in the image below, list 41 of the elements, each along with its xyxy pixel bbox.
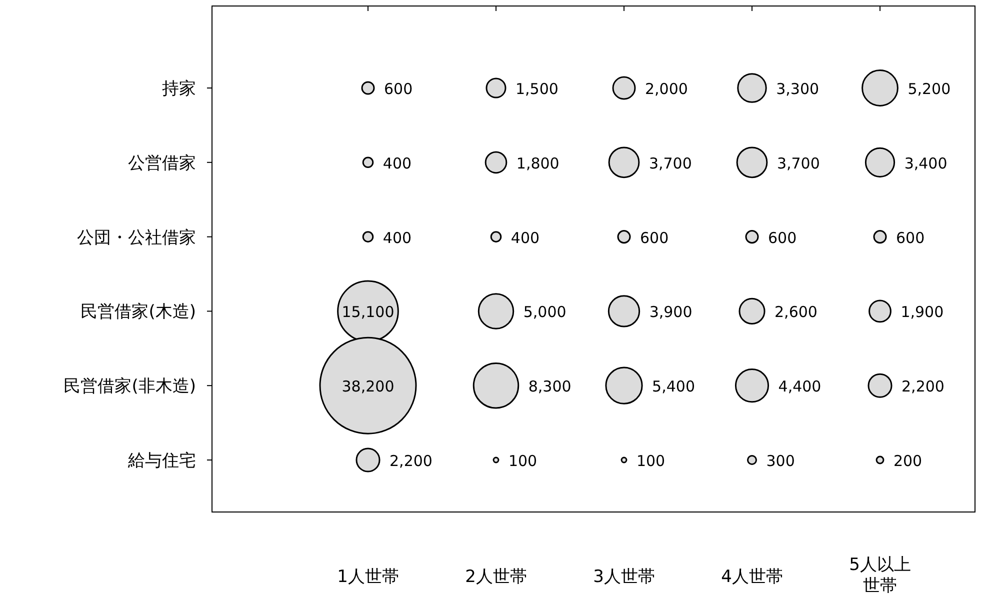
x-tick-label: 3人世帯 — [593, 567, 655, 587]
y-tick-label: 公団・公社借家 — [77, 228, 196, 248]
x-tick-label: 1人世帯 — [337, 567, 399, 587]
data-label: 5,400 — [652, 378, 695, 396]
x-tick-label: 2人世帯 — [465, 567, 527, 587]
y-tick-label: 公営借家 — [128, 153, 196, 174]
data-label: 3,700 — [776, 154, 820, 172]
data-label: 100 — [636, 452, 666, 470]
data-label: 200 — [893, 452, 922, 470]
data-label: 600 — [768, 228, 797, 247]
data-label: 3,900 — [649, 303, 692, 322]
x-tick-label: 5人以上世帯 — [849, 555, 911, 596]
data-label: 2,600 — [774, 303, 818, 322]
data-label: 400 — [510, 228, 540, 247]
y-tick-label: 給与住宅 — [127, 451, 196, 471]
data-label: 400 — [382, 228, 412, 247]
data-label: 1,500 — [516, 80, 558, 98]
data-label: 2,000 — [644, 80, 688, 98]
data-label: 400 — [382, 154, 412, 172]
data-label: 5,000 — [523, 303, 566, 322]
data-label: 1,900 — [900, 303, 944, 322]
y-tick-label: 持家 — [162, 79, 196, 99]
data-label: 15,100 — [342, 303, 394, 322]
data-label: 600 — [640, 228, 669, 247]
x-tick-label: 4人世帯 — [721, 567, 783, 587]
data-label: 5,200 — [908, 80, 951, 98]
data-label: 3,400 — [904, 154, 948, 172]
data-label: 4,400 — [778, 378, 822, 396]
data-label: 100 — [508, 452, 538, 470]
data-label: 38,200 — [342, 378, 394, 396]
y-tick-label: 民営借家(非木造) — [64, 376, 196, 397]
data-label: 2,200 — [390, 452, 432, 470]
data-label: 3,300 — [776, 80, 820, 98]
data-label: 300 — [766, 452, 795, 470]
data-label: 3,700 — [648, 154, 692, 172]
data-label: 600 — [384, 80, 413, 98]
data-label: 600 — [896, 228, 925, 247]
data-label: 8,300 — [528, 378, 572, 396]
y-tick-label: 民営借家(木造) — [80, 302, 196, 322]
data-label: 1,800 — [516, 154, 560, 172]
data-label: 2,200 — [902, 378, 944, 396]
